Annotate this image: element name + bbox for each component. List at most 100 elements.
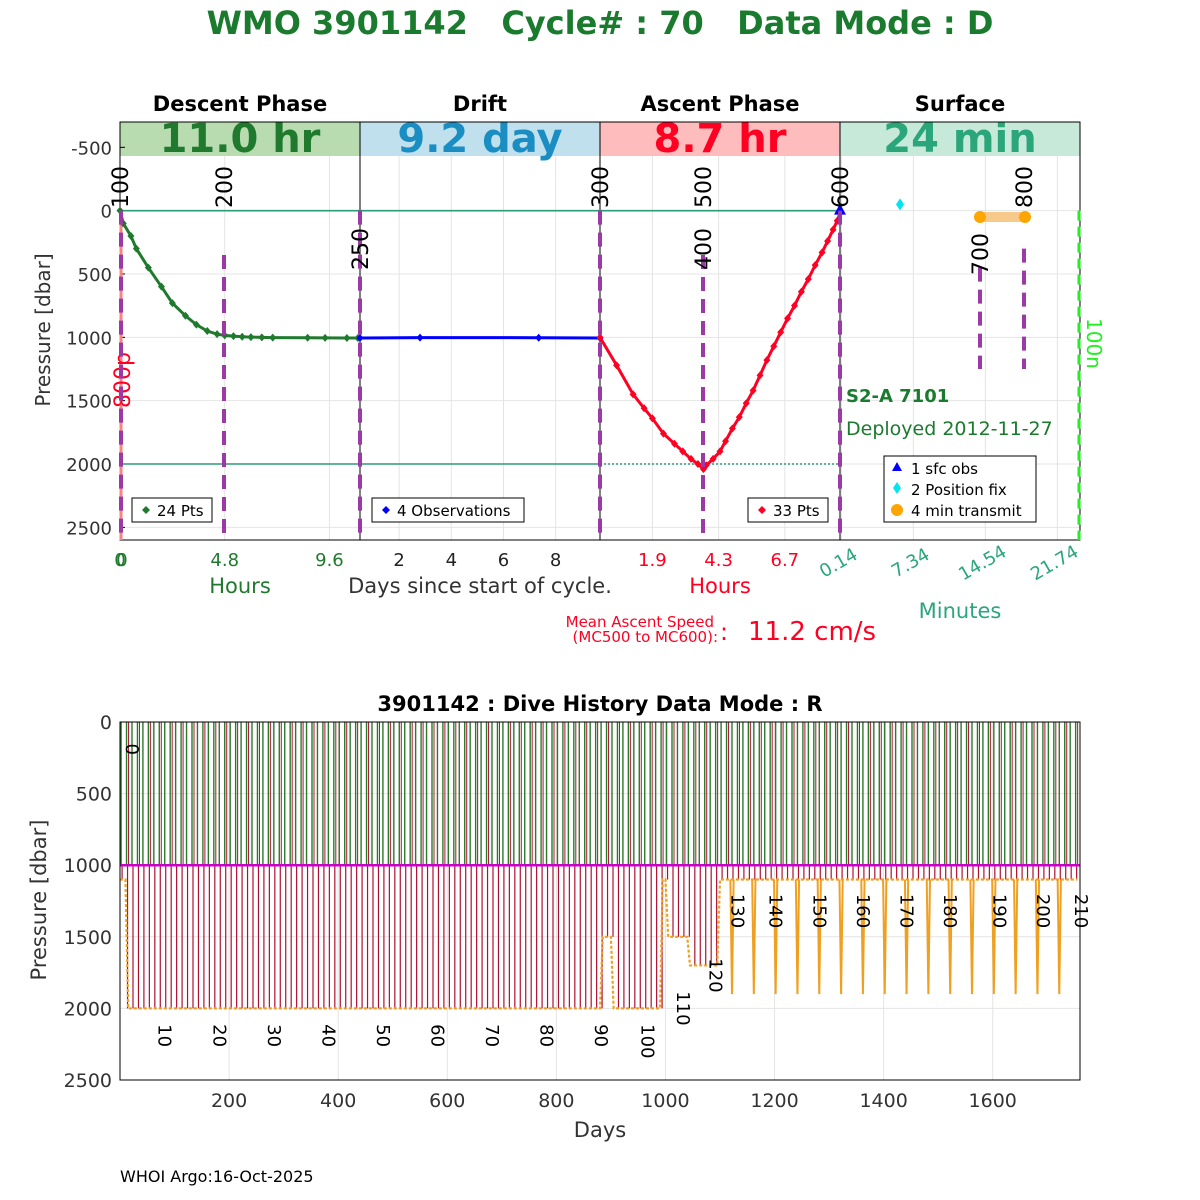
data-point [192,320,200,329]
x-tick-label: 800 [538,1090,574,1112]
phase-band [360,122,600,156]
data-point [238,332,246,341]
data-point [818,248,826,257]
data-point [304,333,312,342]
phase-band [600,122,840,156]
x-tick-label: 7.34 [888,544,933,582]
y-tick-label: 0 [100,712,112,734]
y-axis-label: Pressure [dbar] [31,253,55,406]
x-axis-label: Days [574,1118,626,1142]
cycle-label: 70 [481,1024,502,1047]
legend-label: 33 Pts [773,502,820,520]
float-name-label: S2-A 7101 [846,386,949,407]
y-tick-label: 500 [76,784,112,806]
x-tick-label: 14.54 [955,541,1010,585]
data-point [321,333,329,342]
cycle-label: 20 [208,1024,229,1047]
profile-dip [751,879,757,995]
data-point [722,437,730,446]
data-point [790,301,798,310]
data-point [728,424,736,433]
x-tick-label: 4.3 [704,550,733,571]
profile-dip [882,879,888,995]
data-point [535,333,543,342]
y-tick-label: 2500 [66,518,112,539]
x-tick-label: 6 [498,550,509,571]
data-point [670,439,678,448]
x-tick-label: 9.6 [315,550,344,571]
x-tick-label: 0 [116,550,127,571]
data-point [629,390,637,399]
mc-label: 300 [589,166,614,208]
x-tick-label: 1000 [641,1090,689,1112]
profile-dip [991,879,997,995]
data-point [716,447,724,456]
mc-label: 200 [213,166,238,208]
legend-marker [142,506,150,514]
mc-label: 600 [829,166,854,208]
data-point [749,386,757,395]
x-tick-label: 21.74 [1027,541,1082,585]
transmit-marker [1019,211,1031,223]
profile-dip [794,879,801,995]
mc-label: 100 [109,166,134,208]
cycle-label: 0 [121,743,142,754]
y-tick-label: 1500 [64,927,112,949]
y-tick-label: 2000 [64,998,112,1020]
phase-band [120,122,360,156]
y-tick-label: 2500 [64,1070,112,1092]
cycle-label: 40 [317,1024,338,1047]
ascent-speed-label-line1: Mean Ascent Speed [566,613,714,631]
data-point [258,333,266,342]
cycle-label: 60 [426,1024,447,1047]
data-point [709,454,717,463]
phase-title: Ascent Phase [641,92,800,116]
profile-dip [729,879,735,995]
data-point [132,244,140,253]
footer-credit: WHOI Argo:16-Oct-2025 [120,1167,314,1186]
data-point [229,332,237,341]
x-tick-label: 200 [211,1090,247,1112]
x-axis-label: Hours [689,574,751,598]
data-point [735,413,743,422]
x-tick-label: 1200 [750,1090,798,1112]
data-point [203,327,211,335]
data-point [168,299,176,308]
y-tick-label: 1500 [66,392,112,413]
x-tick-label: 0 [114,550,125,571]
cycle-label: 30 [263,1024,284,1047]
y-tick-label: 2000 [66,455,112,476]
cycle-label: 120 [705,958,726,992]
mc-label: 400 [692,228,717,270]
data-point [829,225,837,234]
legend-marker [893,482,901,494]
x-axis-label: Hours [209,574,271,598]
phase-duration: 24 min [883,116,1036,162]
profile-dip [925,879,931,995]
data-point [640,404,648,413]
cycle-label: 170 [896,894,917,928]
transmit-marker [974,211,986,223]
x-tick-label: 600 [429,1090,465,1112]
profile-dip [1056,879,1062,995]
dive-history-panel: 200 400 600 800 1000 1200 1400 1600050010001500… [27,692,1091,1142]
data-point [181,311,189,320]
profile-dip [903,879,910,995]
x-tick-label: 400 [320,1090,356,1112]
cycle-label: 80 [536,1024,557,1047]
y-axis-label: Pressure [dbar] [27,820,51,981]
data-point [687,454,695,463]
x-tick-label: 6.7 [771,550,800,571]
data-point [247,333,255,342]
x-tick-label: 4.8 [210,550,239,571]
legend-box [371,497,525,523]
x-tick-label: 1600 [969,1090,1017,1112]
profile-depth-trace [120,878,1078,1010]
x-tick-label: 1.9 [638,550,667,571]
data-point [770,342,778,351]
deployed-label: Deployed 2012-11-27 [846,418,1053,440]
data-point [648,414,656,423]
data-point [356,333,364,342]
